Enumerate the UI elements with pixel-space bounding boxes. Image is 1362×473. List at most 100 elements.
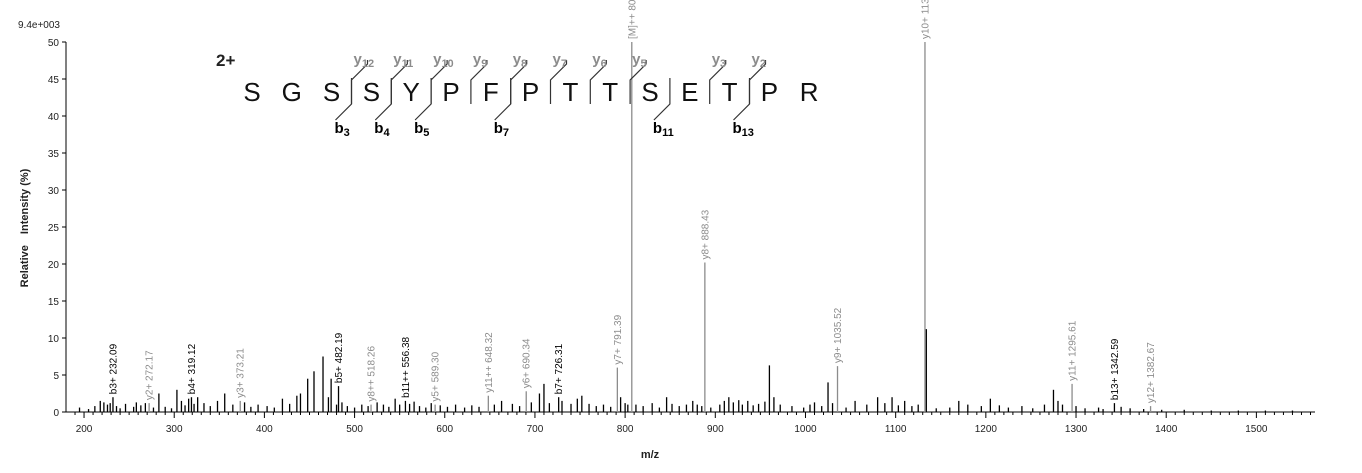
x-tick-label: 1300 (1065, 424, 1088, 435)
b-ion-bracket (494, 78, 512, 121)
x-tick-label: 300 (166, 424, 183, 435)
x-tick-label: 500 (346, 424, 363, 435)
y-ion-marker-label: y7 (553, 51, 567, 70)
peak-label: b3+ 232.09 (108, 343, 119, 394)
peak-label: y12+ 1382.67 (1146, 342, 1157, 403)
residue: P (522, 77, 539, 107)
unlabeled-peaks (78, 329, 1294, 412)
x-tick-label: 600 (436, 424, 453, 435)
peak-label: y11+ 1295.61 (1068, 320, 1079, 381)
y-ion-marker-label: y6 (592, 51, 606, 70)
y-axis-title: Relative Intensity (%) (19, 168, 31, 287)
y-ion-marker-label: y3 (712, 51, 726, 70)
b-ion-bracket (374, 78, 392, 121)
b-ion-marker-label: b7 (494, 120, 509, 139)
x-tick-label: 800 (617, 424, 634, 435)
residue: P (761, 77, 778, 107)
y-tick-label: 10 (48, 334, 60, 345)
precursor-charge: 2+ (216, 51, 235, 70)
x-tick-label: 1100 (885, 424, 907, 435)
peak-label: [M]++ 807.4 (627, 0, 638, 39)
b-ion-marker-label: b5 (414, 120, 429, 139)
b-ion-bracket (335, 78, 353, 121)
y-tick-label: 5 (53, 371, 59, 382)
svg-text:Relative Intensity (%): Relative Intensity (%) (19, 168, 31, 287)
x-tick-label: 400 (256, 424, 273, 435)
residue: T (562, 77, 578, 107)
b-ion-bracket (733, 78, 751, 121)
y-ion-bracket (470, 60, 488, 104)
peak-label: y11++ 648.32 (484, 332, 495, 393)
y-tick-label: 20 (48, 260, 60, 271)
residue: F (483, 77, 499, 107)
peak-label: y2+ 272.17 (145, 350, 156, 400)
y-ion-bracket (629, 60, 647, 104)
x-tick-label: 1200 (975, 424, 998, 435)
x-tick-label: 700 (527, 424, 544, 435)
residue: S (323, 77, 340, 107)
residue: S (243, 77, 260, 107)
x-tick-label: 900 (707, 424, 724, 435)
y-tick-label: 40 (48, 112, 60, 123)
peak-label: b5+ 482.19 (334, 332, 345, 383)
x-tick-label: 1000 (794, 424, 817, 435)
residue: Y (403, 77, 420, 107)
b-ion-marker-label: b3 (335, 120, 350, 139)
residue: R (800, 77, 819, 107)
y-ion-marker-label: y2 (752, 51, 766, 70)
y-ion-marker-label: y8 (513, 51, 527, 70)
b-ion-bracket (414, 78, 432, 121)
x-axis-title: m/z (641, 449, 660, 461)
peak-label: y8+ 888.43 (700, 209, 711, 259)
peak-label: b7+ 726.31 (554, 343, 565, 394)
y-ion-marker-label: y12 (354, 51, 375, 70)
peak-label: y8++ 518.26 (367, 346, 378, 402)
peak-label: y3+ 373.21 (236, 348, 247, 398)
residue: P (442, 77, 459, 107)
b-ion-bracket (653, 78, 671, 121)
y-tick-label: 0 (53, 408, 59, 419)
peak-label: y5+ 589.30 (431, 351, 442, 401)
residue: S (363, 77, 380, 107)
y-tick-label: 45 (48, 75, 60, 86)
y-ion-bracket (709, 60, 727, 104)
y-tick-label: 25 (48, 223, 60, 234)
residue: T (602, 77, 618, 107)
peak-label: y6+ 690.34 (522, 338, 533, 388)
b-ion-marker-label: b11 (653, 120, 674, 139)
peak-label: y7+ 791.39 (613, 314, 624, 364)
y-axis-ticks: 0 5 10 15 20 25 30 35 40 45 50 (48, 38, 66, 419)
b-ion-marker-label: b13 (733, 120, 754, 139)
x-tick-label: 1400 (1155, 424, 1178, 435)
x-tick-label: 200 (76, 424, 93, 435)
peak-label: y10+ 1132.5 (920, 0, 931, 39)
y-ion-marker-label: y5 (632, 51, 646, 70)
y-ion-bracket (549, 60, 568, 104)
labeled-peaks (112, 42, 1152, 412)
peak-label: b11++ 556.38 (401, 336, 412, 397)
y-tick-label: 30 (48, 186, 60, 197)
y-ion-marker-label: y11 (393, 51, 413, 70)
y-tick-label: 50 (48, 38, 60, 49)
peak-labels: b3+ 232.09 y2+ 272.17 b4+ 319.12 y3+ 373.21… (108, 0, 1157, 403)
peak-label: b13+ 1342.59 (1110, 338, 1121, 400)
y-ion-marker-label: y10 (433, 51, 454, 70)
y-axis-title-part-1: Relative (19, 245, 31, 287)
y-tick-label: 15 (48, 297, 60, 308)
y-axis-title-part-2: Intensity (%) (19, 168, 31, 234)
residue: S (641, 77, 658, 107)
residue: T (722, 77, 738, 107)
residue: E (681, 77, 698, 107)
fragment-ion-markers: y12 y11 y10 y9 y8 y7 y6 y5 y3 y2 b3 b4 b5 b7 b11 b13 (335, 51, 767, 139)
y-ion-bracket (589, 60, 607, 104)
intensity-scale-label: 9.4e+003 (18, 20, 60, 31)
residue: G (282, 77, 302, 107)
x-tick-label: 1500 (1245, 424, 1268, 435)
peak-label: y9+ 1035.52 (833, 307, 844, 363)
y-ion-marker-label: y9 (473, 51, 487, 70)
y-tick-label: 35 (48, 149, 60, 160)
peak-label: b4+ 319.12 (187, 343, 198, 394)
b-ion-marker-label: b4 (374, 120, 390, 139)
